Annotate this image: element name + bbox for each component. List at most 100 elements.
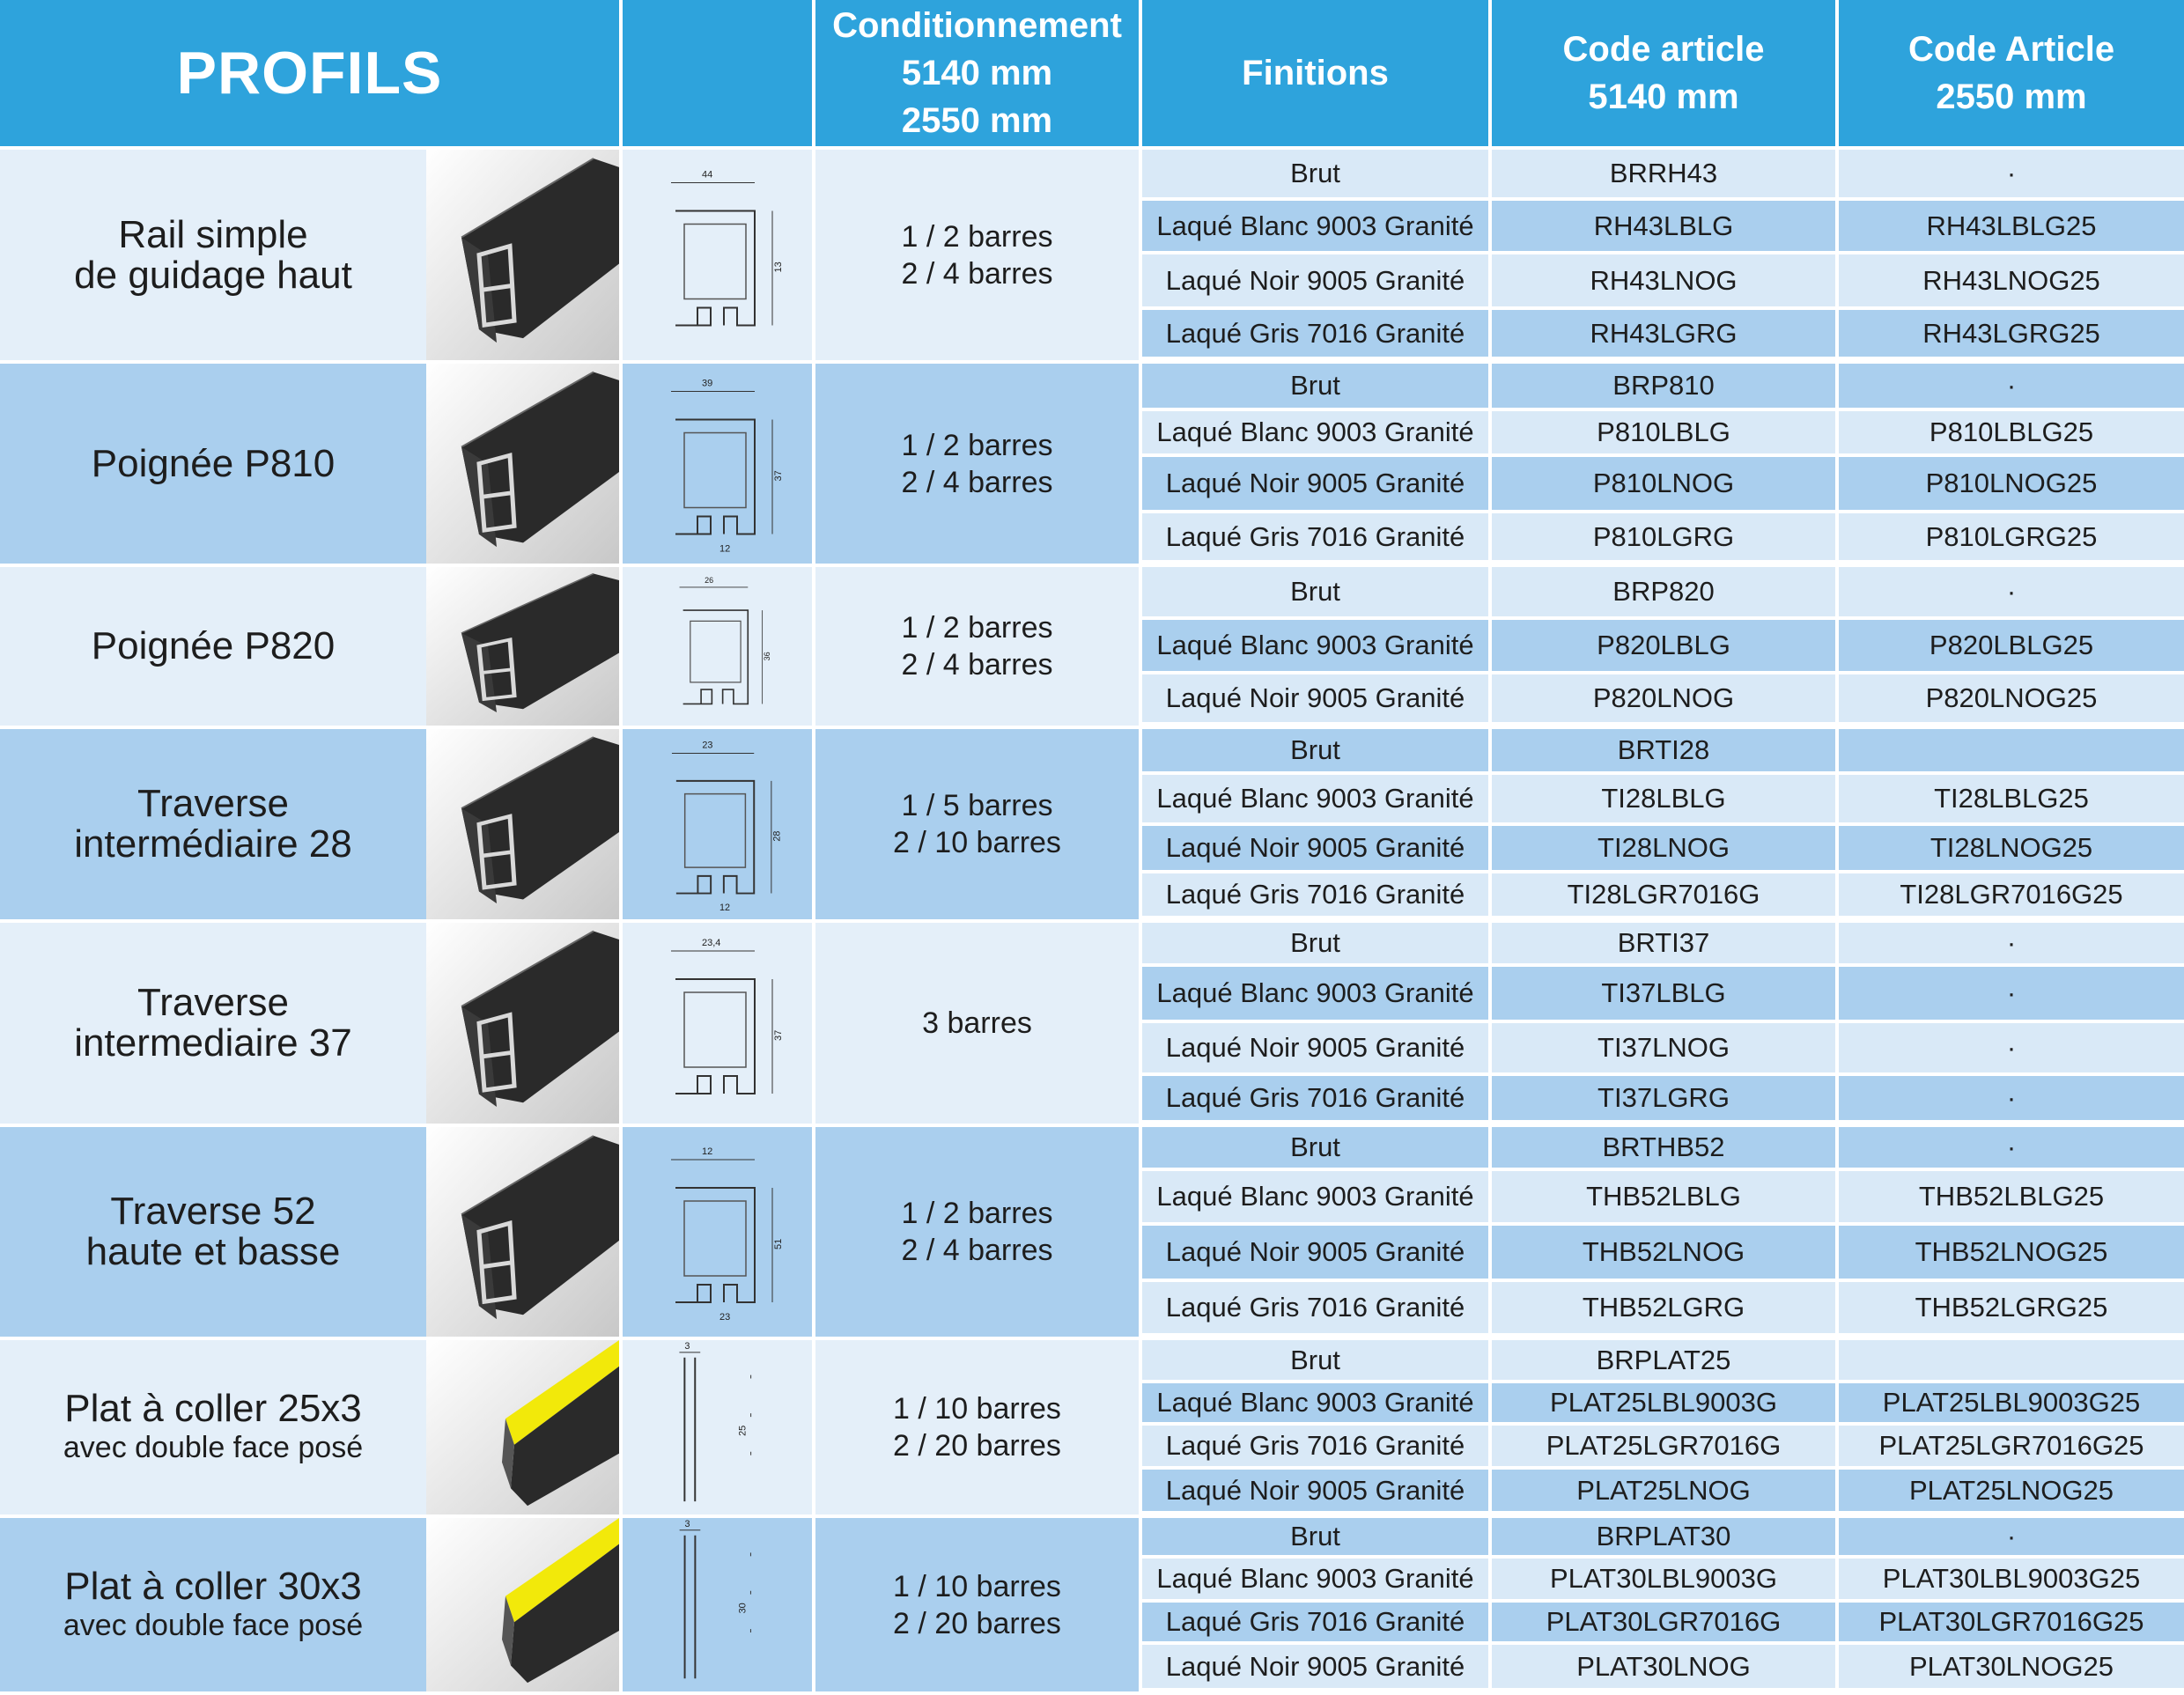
finish-label: Brut	[1290, 734, 1340, 765]
code-5140-value: PLAT25LNOG	[1576, 1474, 1751, 1506]
code-2550-cell: ·	[1839, 1023, 2184, 1072]
product-name-cell: Plat à coller 25x3 avec double face posé	[0, 1340, 426, 1514]
finish-label: Laqué Gris 7016 Granité	[1165, 520, 1465, 552]
code-2550-cell: THB52LGRG25	[1839, 1282, 2184, 1333]
code-5140-value: BRTHB52	[1602, 1131, 1725, 1162]
code-5140-value: P810LBLG	[1597, 416, 1730, 447]
code-2550-cell: PLAT30LGR7016G25	[1839, 1603, 2184, 1641]
finish-label: Laqué Blanc 9003 Granité	[1156, 1387, 1474, 1418]
code-5140-cell: BRTI28	[1492, 729, 1835, 771]
code-5140-value: RH43LBLG	[1593, 210, 1734, 241]
drawing-dimension: 39	[702, 379, 712, 389]
finish-cell: Laqué Noir 9005 Granité	[1142, 1226, 1488, 1279]
finish-label: Laqué Gris 7016 Granité	[1165, 317, 1465, 349]
crossbar-section-drawing: 12 51 23	[623, 1127, 812, 1337]
code-2550-cell: RH43LGRG25	[1839, 310, 2184, 357]
finish-label: Laqué Noir 9005 Granité	[1165, 832, 1465, 863]
finish-cell: Brut	[1142, 923, 1488, 963]
code-5140-cell: RH43LBLG	[1492, 201, 1835, 251]
product-name-line: Plat à coller 25x3	[64, 1387, 362, 1430]
packaging-line: 1 / 2 barres	[901, 611, 1053, 645]
drawing-dimension: 23	[702, 741, 712, 751]
code-2550-cell: TI28LNOG25	[1839, 826, 2184, 870]
code-5140-value: RH43LGRG	[1590, 317, 1738, 349]
handle-profile-photo	[426, 567, 619, 726]
finish-cell: Laqué Gris 7016 Granité	[1142, 1603, 1488, 1641]
drawing-dimension: 23	[719, 1312, 730, 1323]
code-2550-value: ·	[2006, 370, 2017, 401]
packaging-line: 1 / 10 barres	[893, 1569, 1061, 1603]
product-name-line: intermédiaire 28	[74, 822, 352, 866]
code-5140-value: TI37LGRG	[1597, 1082, 1730, 1113]
drawing-dimension: 12	[719, 903, 730, 913]
packaging-line: 2 / 4 barres	[901, 648, 1053, 682]
code-5140-cell: TI37LBLG	[1492, 967, 1835, 1020]
finish-cell: Laqué Gris 7016 Granité	[1142, 1426, 1488, 1466]
finish-label: Laqué Blanc 9003 Granité	[1156, 1181, 1474, 1212]
code-2550-cell: P810LNOG25	[1839, 457, 2184, 510]
finish-cell: Laqué Gris 7016 Granité	[1142, 513, 1488, 560]
code-5140-value: TI28LBLG	[1601, 783, 1726, 814]
packaging-line: 1 / 2 barres	[901, 219, 1053, 254]
header-packaging: Conditionnement 5140 mm 2550 mm	[815, 0, 1139, 146]
code-2550-cell: TI28LGR7016G25	[1839, 873, 2184, 916]
packaging-line: 2 / 20 barres	[893, 1606, 1061, 1640]
code-2550-value: PLAT30LNOG25	[1908, 1650, 2114, 1682]
code-2550-value: P810LNOG25	[1925, 468, 2098, 498]
code-2550-value: RH43LGRG25	[1922, 317, 2100, 349]
code-5140-value: BRPLAT25	[1596, 1344, 1731, 1375]
code-2550-cell: ·	[1839, 1076, 2184, 1120]
code-5140-cell: TI28LBLG	[1492, 775, 1835, 822]
code-5140-cell: PLAT30LGR7016G	[1492, 1603, 1835, 1641]
code-5140-value: PLAT30LBL9003G	[1550, 1563, 1777, 1594]
header-code-2550-line-1: Code Article	[1907, 30, 2115, 69]
code-5140-cell: BRP810	[1492, 364, 1835, 408]
code-5140-cell: TI37LGRG	[1492, 1076, 1835, 1120]
product-name-line: intermediaire 37	[74, 1021, 352, 1065]
code-2550-cell: PLAT25LGR7016G25	[1839, 1426, 2184, 1466]
drawing-dimension: 23,4	[702, 938, 720, 948]
code-5140-cell: P810LGRG	[1492, 513, 1835, 560]
header-packaging-line-3: 2550 mm	[901, 101, 1053, 140]
finish-cell: Brut	[1142, 1127, 1488, 1168]
code-5140-value: TI28LNOG	[1597, 832, 1730, 863]
code-2550-value: ·	[2006, 576, 2017, 607]
code-2550-value: TI28LBLG25	[1934, 783, 2089, 814]
code-2550-cell: ·	[1839, 1518, 2184, 1555]
code-5140-value: PLAT25LGR7016G	[1546, 1430, 1782, 1461]
finish-label: Brut	[1290, 927, 1340, 958]
code-5140-cell: TI37LNOG	[1492, 1023, 1835, 1072]
packaging-cell: 1 / 2 barres 2 / 4 barres	[815, 150, 1139, 360]
finish-cell: Laqué Blanc 9003 Granité	[1142, 775, 1488, 822]
code-5140-value: P810LGRG	[1592, 520, 1735, 552]
finish-label: Laqué Blanc 9003 Granité	[1156, 783, 1474, 814]
packaging-line: 2 / 20 barres	[893, 1429, 1061, 1463]
drawing-dimension: 37	[773, 1030, 784, 1041]
code-5140-cell: P820LNOG	[1492, 674, 1835, 722]
drawing-dimension: 44	[702, 170, 712, 181]
code-2550-value: PLAT30LGR7016G25	[1878, 1606, 2144, 1637]
packaging-line: 1 / 2 barres	[901, 1197, 1053, 1230]
code-5140-cell: RH43LGRG	[1492, 310, 1835, 357]
finish-cell: Brut	[1142, 729, 1488, 771]
header-drawing-blank	[623, 0, 812, 146]
finish-cell: Laqué Blanc 9003 Granité	[1142, 1383, 1488, 1422]
finish-cell: Laqué Noir 9005 Granité	[1142, 1470, 1488, 1511]
packaging-line: 1 / 5 barres	[901, 789, 1053, 822]
finish-label: Laqué Noir 9005 Granité	[1165, 1650, 1465, 1682]
product-name-line: haute et basse	[85, 1230, 341, 1273]
finish-cell: Laqué Blanc 9003 Granité	[1142, 1559, 1488, 1599]
packaging-line: 2 / 4 barres	[901, 256, 1053, 291]
finish-label: Laqué Gris 7016 Granité	[1165, 1430, 1465, 1461]
finish-cell: Laqué Noir 9005 Granité	[1142, 674, 1488, 722]
finish-cell: Brut	[1142, 567, 1488, 616]
finish-cell: Laqué Gris 7016 Granité	[1142, 1076, 1488, 1120]
code-5140-cell: P820LBLG	[1492, 620, 1835, 671]
code-5140-value: BRRH43	[1609, 158, 1718, 188]
finish-cell: Laqué Blanc 9003 Granité	[1142, 620, 1488, 671]
code-2550-cell: P820LBLG25	[1839, 620, 2184, 671]
product-name-line: Plat à coller 30x3	[64, 1564, 362, 1608]
drawing-dimension: 3	[685, 1519, 690, 1529]
code-2550-cell: PLAT25LBL9003G25	[1839, 1383, 2184, 1422]
